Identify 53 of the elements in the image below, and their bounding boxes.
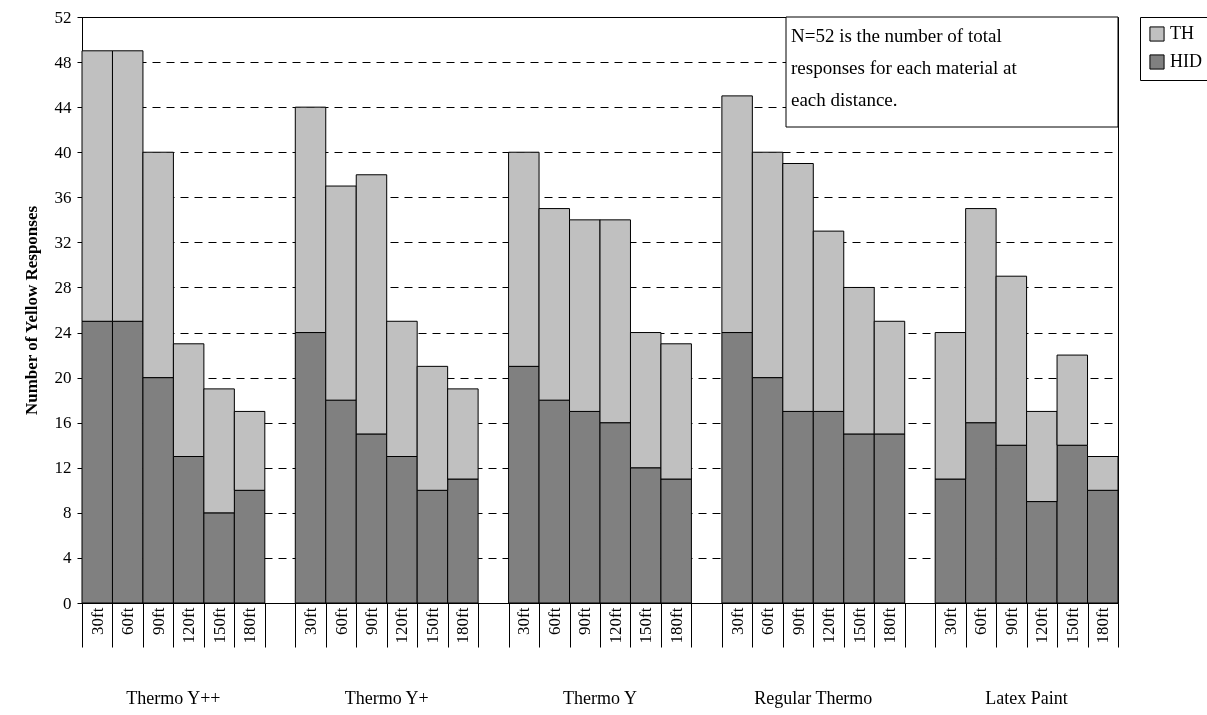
y-tick-label: 8 — [63, 503, 72, 523]
text: Thermo Y+ — [344, 688, 429, 708]
y-tick-label: 52 — [54, 7, 72, 27]
y-tick-label: 48 — [54, 52, 72, 72]
text: Latex Paint — [985, 688, 1068, 708]
y-tick-label: 12 — [54, 458, 72, 478]
annotation: N=52 is the number of total responses for each material at each distance. — [791, 25, 1018, 110]
x-tick-label: 180ft — [879, 607, 899, 644]
x-tick-label: 150ft — [422, 607, 442, 644]
x-tick-label: 180ft — [240, 607, 260, 644]
text: Thermo Y — [563, 688, 637, 708]
x-tick-label: 150ft — [636, 607, 656, 644]
y-axis-title: Number of Yellow Responses — [21, 205, 41, 416]
legend-label: TH — [1170, 23, 1194, 43]
x-tick-label: 90ft — [361, 607, 381, 635]
x-tick-label: 30ft — [301, 607, 321, 635]
x-tick-label: 150ft — [1062, 607, 1082, 644]
x-tick-label: 120ft — [605, 607, 625, 644]
x-tick-label: 120ft — [392, 607, 412, 644]
y-tick-label: 32 — [54, 232, 72, 252]
x-tick-label: 120ft — [179, 607, 199, 644]
y-tick-label: 40 — [54, 142, 72, 162]
y-tick-label: 20 — [54, 368, 72, 388]
y-tick-label: 16 — [54, 413, 72, 433]
x-tick-label: 150ft — [209, 607, 229, 644]
x-tick-label: 180ft — [453, 607, 473, 644]
x-tick-label: 30ft — [87, 607, 107, 635]
y-tick-label: 36 — [54, 187, 72, 207]
x-tick-label: 90ft — [1001, 607, 1021, 635]
x-tick-label: 150ft — [849, 607, 869, 644]
x-tick-label: 120ft — [1032, 607, 1052, 644]
text: Thermo Y++ — [126, 688, 221, 708]
x-tick-label: 60ft — [118, 607, 138, 635]
y-tick-label: 4 — [63, 548, 72, 568]
x-tick-label: 30ft — [727, 607, 747, 635]
x-tick-label: 60ft — [331, 607, 351, 635]
x-tick-label: 180ft — [1093, 607, 1113, 644]
x-tick-label: 30ft — [514, 607, 534, 635]
x-tick-label: 180ft — [666, 607, 686, 644]
x-tick-label: 90ft — [788, 607, 808, 635]
x-tick-label: 90ft — [575, 607, 595, 635]
x-tick-label: 30ft — [940, 607, 960, 635]
x-tick-label: 60ft — [544, 607, 564, 635]
legend-label: HID — [1170, 51, 1202, 71]
x-tick-label: 60ft — [971, 607, 991, 635]
y-tick-label: 0 — [63, 593, 72, 613]
x-tick-label: 120ft — [819, 607, 839, 644]
y-tick-label: 44 — [54, 97, 72, 117]
text: Regular Thermo — [754, 688, 873, 708]
y-tick-label: 24 — [54, 323, 72, 343]
x-tick-label: 90ft — [148, 607, 168, 635]
y-tick-label: 28 — [54, 277, 72, 297]
x-tick-label: 60ft — [758, 607, 778, 635]
